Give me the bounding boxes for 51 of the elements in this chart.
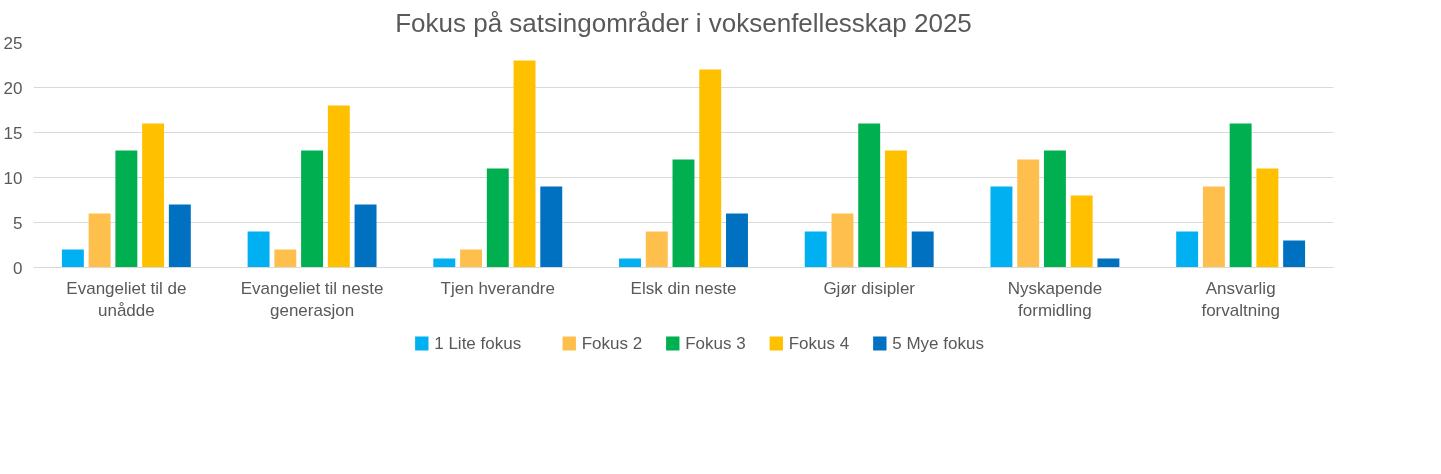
- bar: [540, 186, 563, 268]
- bar: [247, 231, 270, 268]
- y-tick-label: 0: [13, 258, 23, 278]
- bar: [88, 213, 111, 268]
- bar: [513, 60, 536, 268]
- chart-title: Fokus på satsingområder i voksenfellesskap 2025: [395, 7, 972, 38]
- y-tick-label: 25: [3, 33, 23, 53]
- bar: [1256, 168, 1279, 268]
- bar: [1176, 231, 1199, 268]
- bar: [301, 150, 324, 268]
- x-tick-label: Evangeliet til neste generasjon: [240, 278, 384, 321]
- legend-label: 1 Lite fokus: [434, 334, 522, 353]
- bar: [672, 159, 695, 268]
- bar: [460, 249, 483, 268]
- bar: [1070, 195, 1093, 268]
- bar: [804, 231, 827, 268]
- bar: [1017, 159, 1040, 268]
- bar: [858, 123, 881, 268]
- bar: [142, 123, 165, 268]
- bar: [1043, 150, 1066, 268]
- y-tick-label: 20: [3, 78, 23, 98]
- x-tick-label: Tjen hverandre: [440, 278, 555, 298]
- bar: [354, 204, 377, 268]
- bar: [327, 105, 350, 268]
- bar: [884, 150, 907, 268]
- bar: [990, 186, 1013, 268]
- y-tick-label: 5: [13, 213, 23, 233]
- x-tick-label: Ansvarlig forvaltning: [1201, 278, 1280, 321]
- bar: [1229, 123, 1252, 268]
- bar: [486, 168, 509, 268]
- bar: [726, 213, 748, 268]
- legend-label: 5 Mye fokus: [892, 334, 984, 353]
- y-tick-label: 10: [3, 168, 23, 188]
- bar: [168, 204, 191, 268]
- y-tick-label: 15: [3, 123, 23, 143]
- legend-label: Fokus 4: [788, 334, 850, 353]
- legend-label: Fokus 2: [581, 334, 643, 353]
- bar: [831, 213, 854, 268]
- bar: [274, 249, 297, 268]
- bar: [61, 249, 84, 268]
- legend-label: Fokus 3: [685, 334, 746, 353]
- bar: [699, 69, 722, 268]
- x-tick-label: Elsk din neste: [630, 278, 737, 298]
- bar: [911, 231, 934, 268]
- bar: [645, 231, 668, 268]
- bar: [115, 150, 138, 268]
- bar: [1202, 186, 1225, 268]
- x-tick-label: Gjør disipler: [823, 278, 916, 298]
- bar: [1283, 240, 1306, 268]
- x-tick-label: Evangeliet til de unådde: [66, 278, 187, 321]
- x-tick-label: Nyskapende formidling: [1007, 278, 1103, 321]
